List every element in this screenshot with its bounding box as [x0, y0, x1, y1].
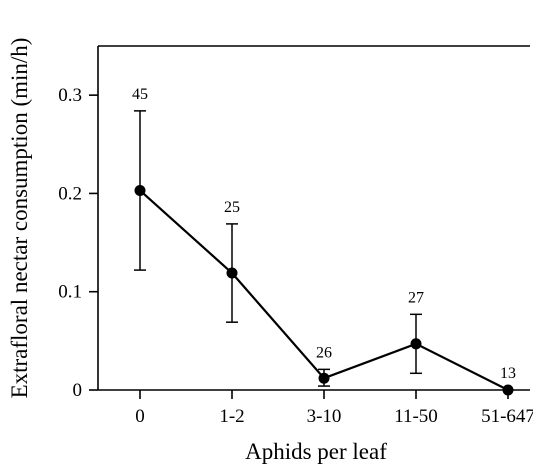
- sample-size-label: 26: [316, 344, 332, 361]
- x-tick-label: 3-10: [307, 406, 342, 427]
- y-axis-ticks: 0 0.1 0.2 0.3: [58, 85, 98, 401]
- data-point: [410, 338, 422, 350]
- sample-size-label: 25: [224, 199, 240, 216]
- data-point: [318, 372, 330, 384]
- x-tick-label: 51-647: [481, 406, 533, 427]
- x-axis-title: Aphids per leaf: [245, 439, 387, 464]
- data-point: [226, 267, 238, 279]
- x-tick-label: 1-2: [219, 406, 244, 427]
- x-axis-ticks: 0 1-2 3-10 11-50 51-647: [135, 390, 533, 427]
- y-tick-label: 0.3: [58, 85, 82, 106]
- x-tick-label: 11-50: [394, 406, 438, 427]
- data-point: [134, 184, 146, 196]
- error-bars: [134, 110, 422, 387]
- y-axis-title: Extrafloral nectar consumption (min/h): [7, 38, 32, 399]
- sample-size-label: 27: [408, 289, 424, 306]
- sample-size-label: 13: [500, 365, 516, 382]
- data-point: [502, 384, 514, 396]
- plot-frame: [97, 45, 530, 391]
- x-tick-label: 0: [135, 406, 145, 427]
- y-tick-label: 0.2: [58, 183, 82, 204]
- data-series: [134, 184, 514, 396]
- y-tick-label: 0.1: [58, 282, 82, 303]
- sample-size-label: 45: [132, 86, 148, 103]
- y-tick-label: 0: [73, 380, 83, 401]
- sample-size-labels: 45 25 26 27 13: [132, 86, 516, 382]
